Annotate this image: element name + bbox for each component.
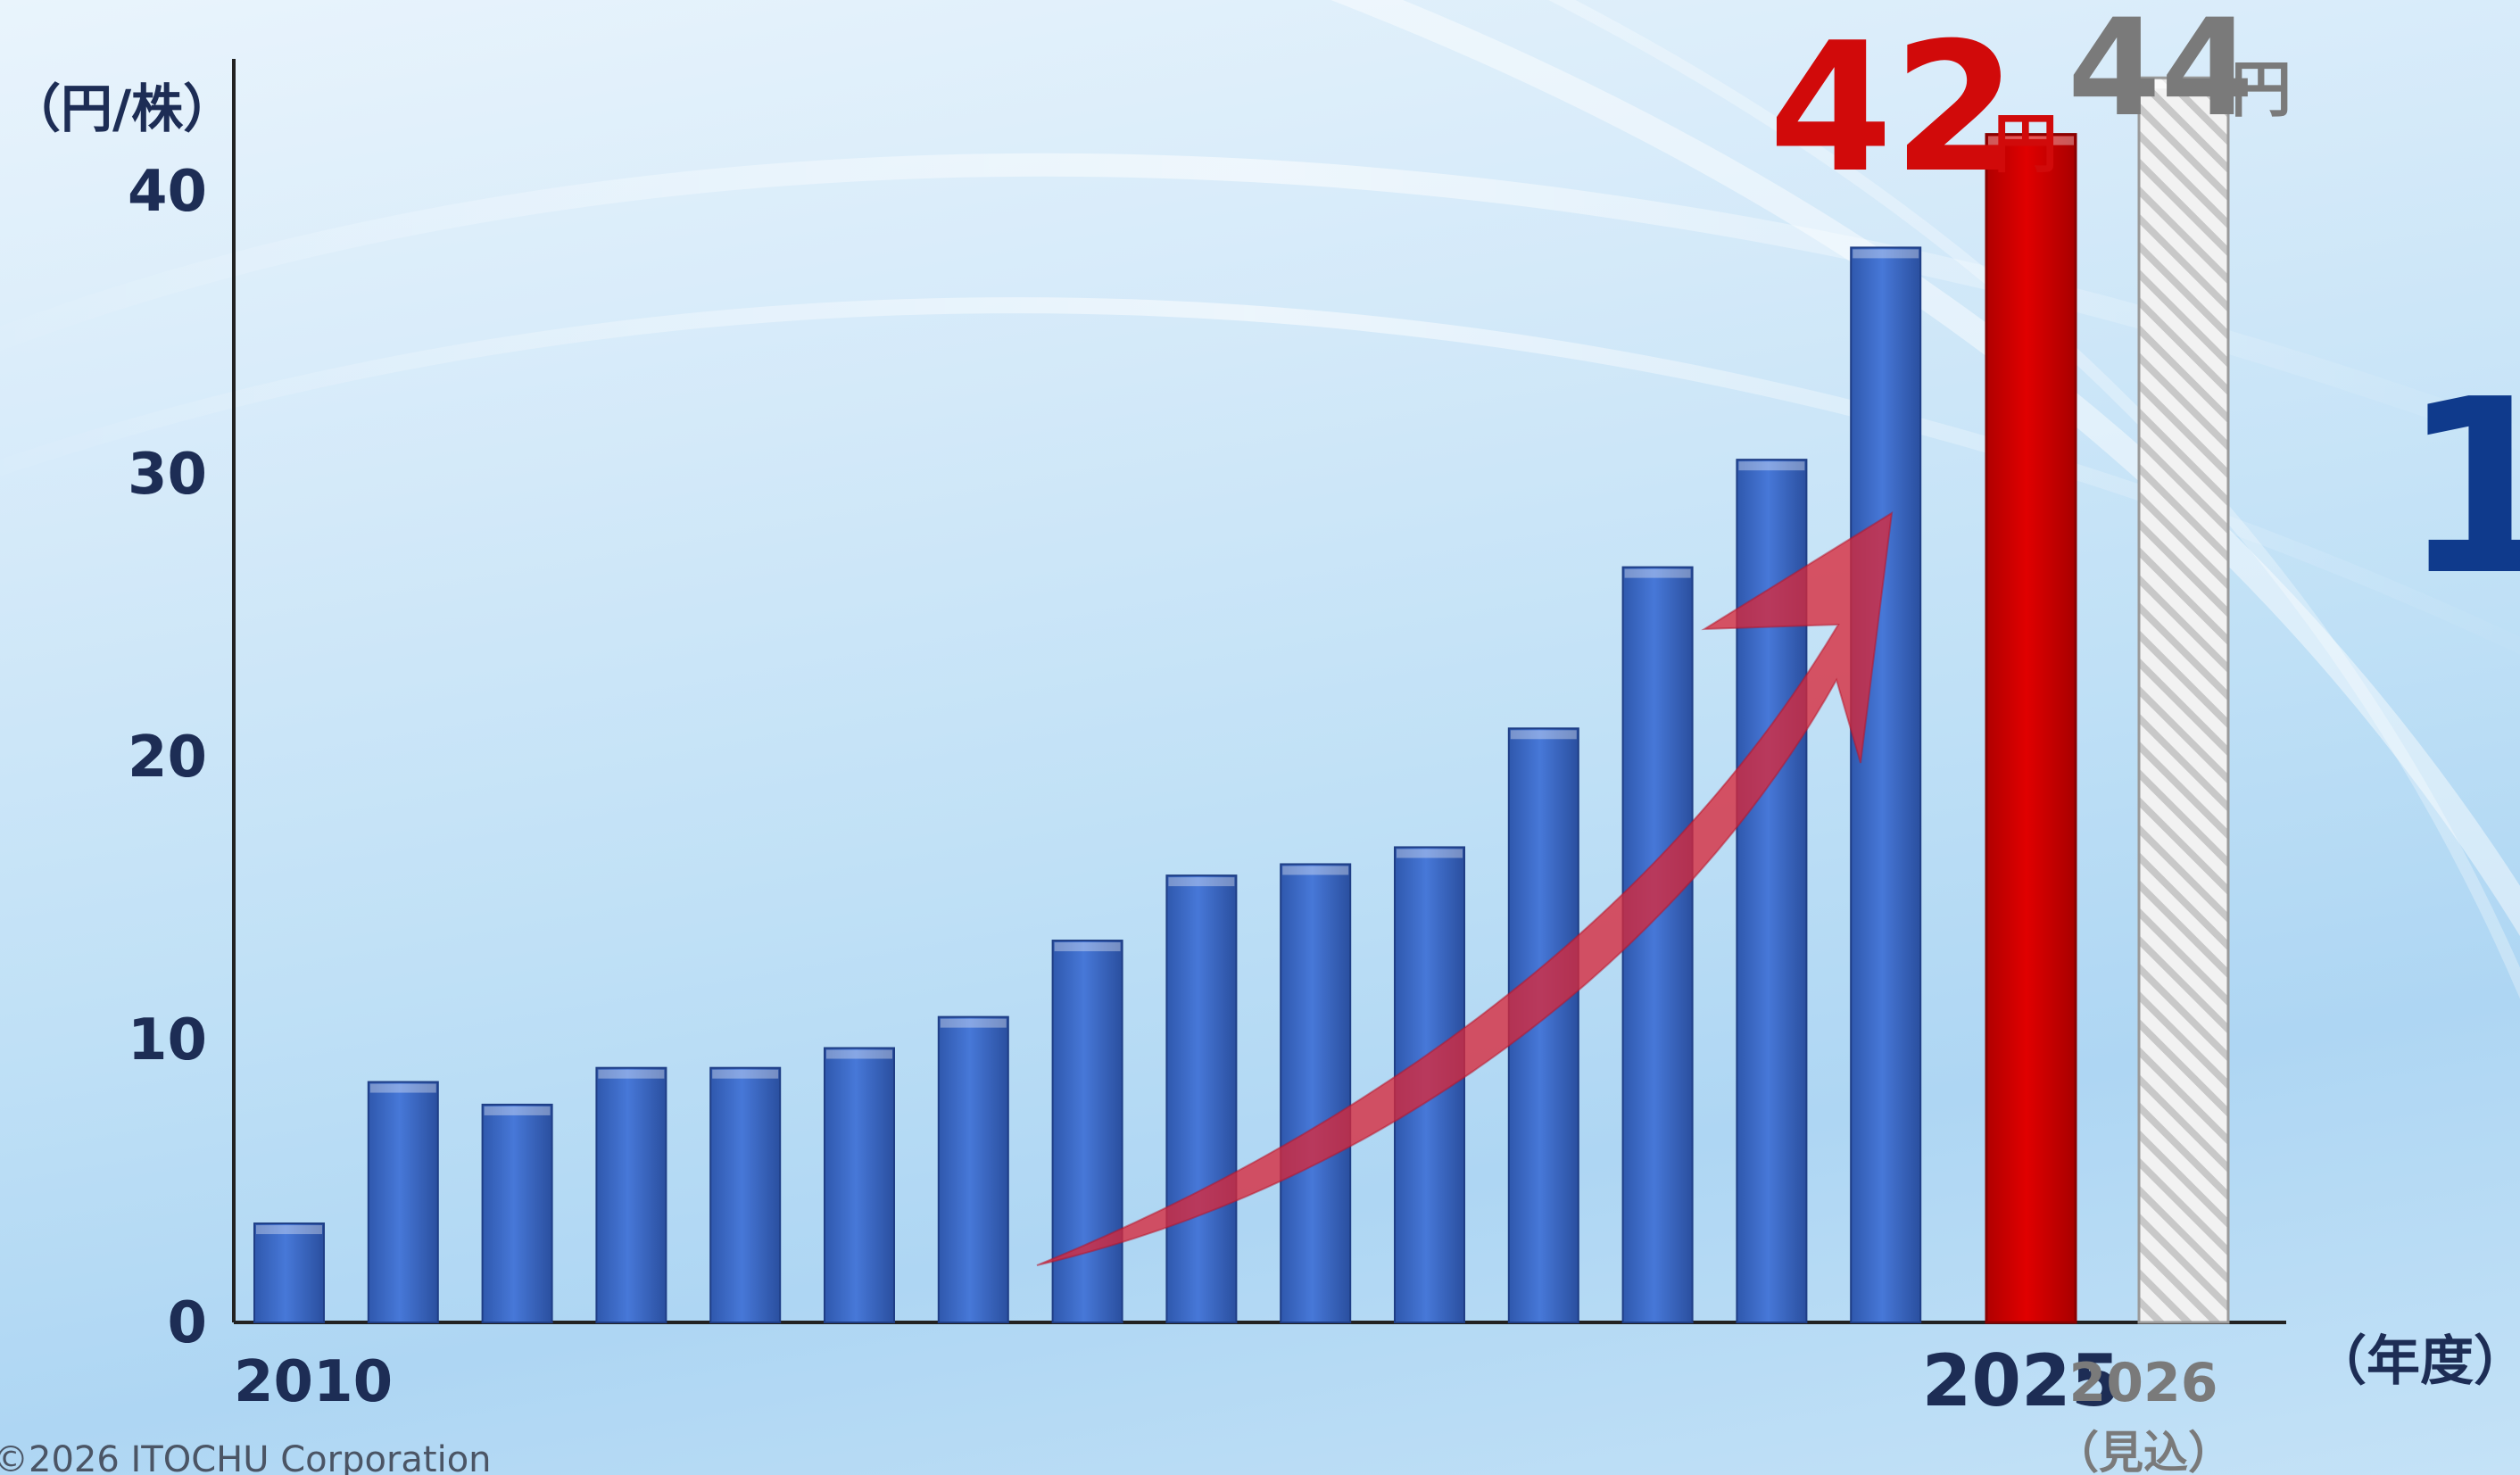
bar-cap-2015 bbox=[826, 1049, 892, 1059]
bar-2018 bbox=[1165, 874, 1238, 1323]
callout-2025: 42 円 bbox=[1769, 4, 2058, 212]
bar-cap-2012 bbox=[484, 1106, 551, 1115]
y-tick-label-20: 20 bbox=[128, 725, 207, 791]
bar-2019 bbox=[1280, 863, 1352, 1323]
y-axis-unit-label: （円/株） bbox=[9, 79, 235, 139]
y-tick-label-30: 30 bbox=[128, 442, 207, 508]
bar-2025 bbox=[1985, 133, 2077, 1324]
bar-cap-2018 bbox=[1168, 877, 1235, 887]
callout-2025-value: 42 bbox=[1769, 4, 2017, 212]
bar-cap-2011 bbox=[369, 1083, 436, 1093]
bar-cap-2019 bbox=[1282, 866, 1349, 875]
bar-2013 bbox=[595, 1066, 667, 1323]
bar-cap-2020 bbox=[1397, 849, 1463, 858]
side-number: 1 bbox=[2400, 347, 2520, 628]
bar-2014 bbox=[709, 1066, 782, 1323]
bar-2012 bbox=[481, 1103, 553, 1324]
x-axis-forecast-note: （見込） bbox=[2054, 1427, 2233, 1475]
bar-2010 bbox=[253, 1222, 325, 1324]
callout-2026: 44 円 bbox=[2068, 0, 2292, 146]
bar-2011 bbox=[367, 1081, 439, 1324]
bar-2022 bbox=[1621, 566, 1694, 1323]
bar-2026 bbox=[2137, 76, 2230, 1324]
bar-2017 bbox=[1051, 940, 1123, 1324]
bar-cap-2023 bbox=[1738, 461, 1805, 471]
bar-cap-2022 bbox=[1624, 568, 1691, 578]
bar-cap-2025 bbox=[1988, 136, 2074, 145]
bar-cap-2013 bbox=[598, 1069, 665, 1079]
bar-cap-2024 bbox=[1853, 249, 1919, 259]
bar-cap-2014 bbox=[712, 1069, 779, 1079]
x-tick-label-2025: 2025 bbox=[1922, 1339, 2121, 1422]
bar-cap-2017 bbox=[1054, 942, 1121, 952]
callout-2026-unit: 円 bbox=[2231, 55, 2292, 126]
y-tick-label-40: 40 bbox=[128, 159, 207, 225]
x-tick-label-2010: 2010 bbox=[234, 1349, 393, 1415]
bar-2015 bbox=[824, 1047, 895, 1323]
bar-cap-2021 bbox=[1510, 730, 1577, 740]
y-tick-label-0: 0 bbox=[167, 1290, 207, 1356]
copyright-text: ©2026 ITOCHU Corporation bbox=[0, 1439, 492, 1475]
y-tick-label-10: 10 bbox=[128, 1007, 207, 1073]
x-axis-unit-label: （年度） bbox=[2313, 1330, 2520, 1393]
bars bbox=[253, 76, 2230, 1324]
callout-2025-unit: 円 bbox=[1994, 106, 2058, 181]
y-axis-ticks: 0 10 20 30 40 bbox=[128, 159, 207, 1356]
bar-2016 bbox=[937, 1015, 1009, 1323]
bar-cap-2016 bbox=[940, 1018, 1007, 1028]
x-tick-label-2026: 2026 bbox=[2069, 1352, 2218, 1414]
bar-2024 bbox=[1850, 246, 1922, 1323]
bar-cap-2026 bbox=[2141, 79, 2226, 89]
bar-cap-2010 bbox=[256, 1225, 322, 1235]
growth-arrow-icon bbox=[1036, 511, 1894, 1266]
callout-2026-value: 44 bbox=[2068, 0, 2254, 146]
